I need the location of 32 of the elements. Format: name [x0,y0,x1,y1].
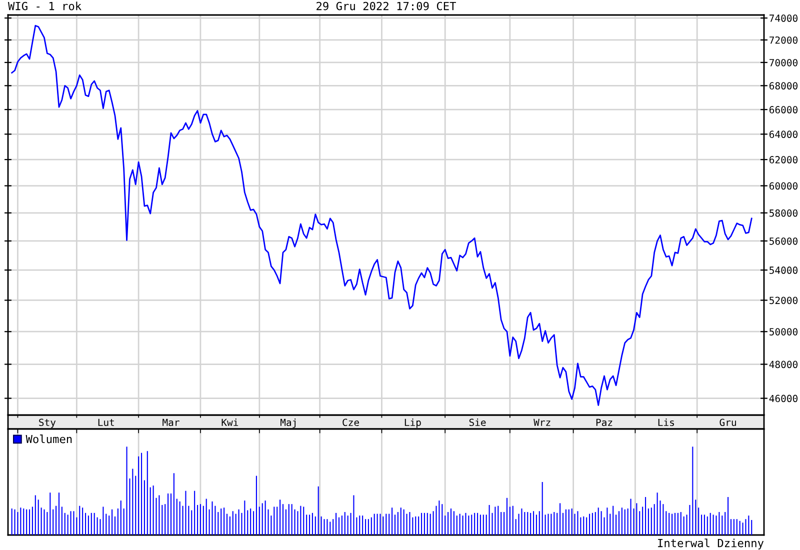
y-tick-label: 52000 [770,296,798,304]
line-series [11,24,752,406]
y-tick-label: 68000 [769,82,798,90]
chart-title: WIG - 1 rok [8,2,82,10]
y-tick-label: 74000 [770,14,798,22]
y-tick-label: 56000 [770,237,798,245]
x-tick-label: Cze [342,418,359,426]
x-tick-label: Mar [162,418,180,426]
y-tick-label: 60000 [769,182,798,190]
y-tick-label: 72000 [770,36,798,44]
x-tick-label: Paz [596,418,612,426]
y-tick-label: 48000 [769,360,798,368]
x-tick-label: Wrz [534,418,550,426]
legend-label: Wolumen [26,434,72,444]
x-tick-label: Sty [39,418,56,428]
x-tick-label: Sie [469,418,486,426]
y-tick-label: 54000 [770,266,798,274]
y-tick-label: 66000 [769,106,798,114]
x-tick-label: Lip [404,418,421,428]
x-tick-label: Lut [98,418,114,426]
y-tick-label: 62000 [769,156,798,164]
y-tick-label: 58000 [770,209,798,217]
x-tick-label: Gru [720,418,736,426]
x-tick-label: Lis [658,418,674,426]
x-tick-label: Maj [280,418,296,428]
text: Interwal Dzienny [658,538,764,550]
y-tick-label: 64000 [769,130,798,138]
y-tick-label: 70000 [770,58,798,66]
y-tick-label: 46000 [769,394,798,402]
chart-subtitle: 29 Gru 2022 17:09 CET [316,2,456,10]
x-tick-label: Kwi [222,418,238,426]
y-tick-label: 50000 [770,328,798,336]
